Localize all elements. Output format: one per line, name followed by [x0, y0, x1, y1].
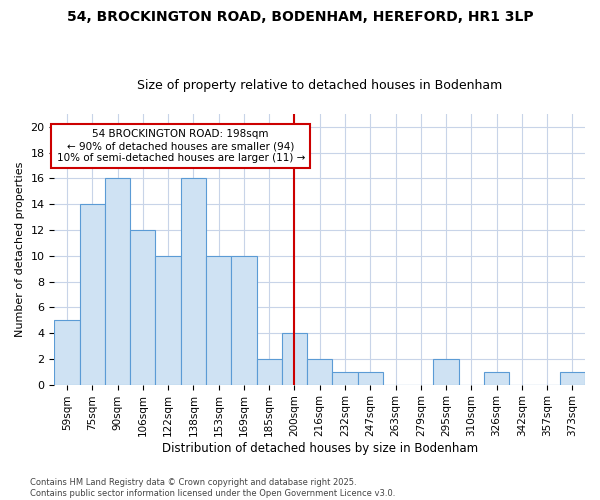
Bar [257, 359, 282, 384]
Bar [282, 333, 307, 384]
Bar [307, 359, 332, 384]
Y-axis label: Number of detached properties: Number of detached properties [15, 162, 25, 337]
Bar [433, 359, 458, 384]
Bar [181, 178, 206, 384]
Bar [80, 204, 105, 384]
Bar [484, 372, 509, 384]
Bar [206, 256, 231, 384]
Text: Contains HM Land Registry data © Crown copyright and database right 2025.
Contai: Contains HM Land Registry data © Crown c… [30, 478, 395, 498]
Bar [231, 256, 257, 384]
Bar [358, 372, 383, 384]
X-axis label: Distribution of detached houses by size in Bodenham: Distribution of detached houses by size … [161, 442, 478, 455]
Bar [55, 320, 80, 384]
Bar [130, 230, 155, 384]
Text: 54 BROCKINGTON ROAD: 198sqm
← 90% of detached houses are smaller (94)
10% of sem: 54 BROCKINGTON ROAD: 198sqm ← 90% of det… [56, 130, 305, 162]
Bar [155, 256, 181, 384]
Text: 54, BROCKINGTON ROAD, BODENHAM, HEREFORD, HR1 3LP: 54, BROCKINGTON ROAD, BODENHAM, HEREFORD… [67, 10, 533, 24]
Bar [105, 178, 130, 384]
Bar [560, 372, 585, 384]
Bar [332, 372, 358, 384]
Title: Size of property relative to detached houses in Bodenham: Size of property relative to detached ho… [137, 79, 502, 92]
